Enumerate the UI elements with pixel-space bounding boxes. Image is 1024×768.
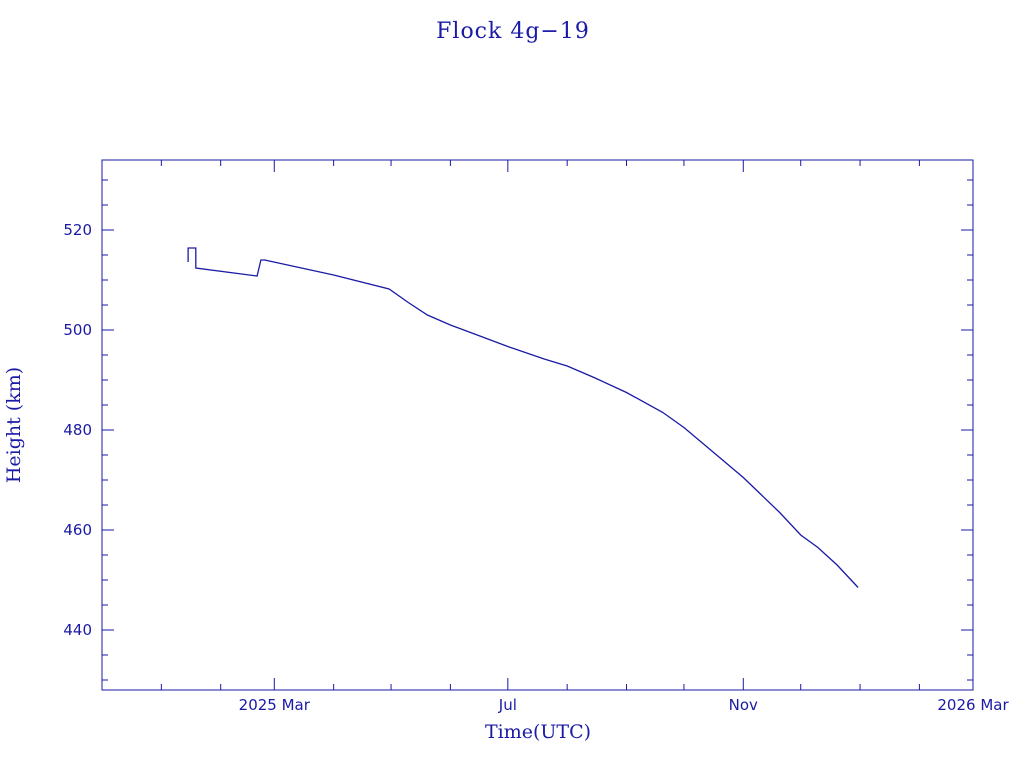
y-tick-label: 440: [63, 621, 92, 639]
plot-frame: [101, 159, 974, 691]
x-tick-label: 2026 Mar: [937, 696, 1009, 714]
y-tick-label: 480: [63, 421, 92, 439]
series-line: [187, 247, 859, 588]
chart-title: Flock 4g−19: [436, 19, 590, 44]
y-tick-label: 500: [63, 321, 92, 339]
x-axis-label: Time(UTC): [485, 721, 591, 743]
axis-ticks: [101, 160, 974, 690]
x-tick-label: Jul: [498, 696, 517, 714]
x-tick-label: 2025 Mar: [239, 696, 311, 714]
x-tick-label: Nov: [729, 696, 758, 714]
axis-tick-labels: 440 460 480 500 520 2025 Mar Jul Nov 2026 Mar: [63, 221, 1009, 714]
y-tick-label: 520: [63, 221, 92, 239]
y-tick-label: 460: [63, 521, 92, 539]
y-axis-label: Height (km): [3, 367, 25, 483]
